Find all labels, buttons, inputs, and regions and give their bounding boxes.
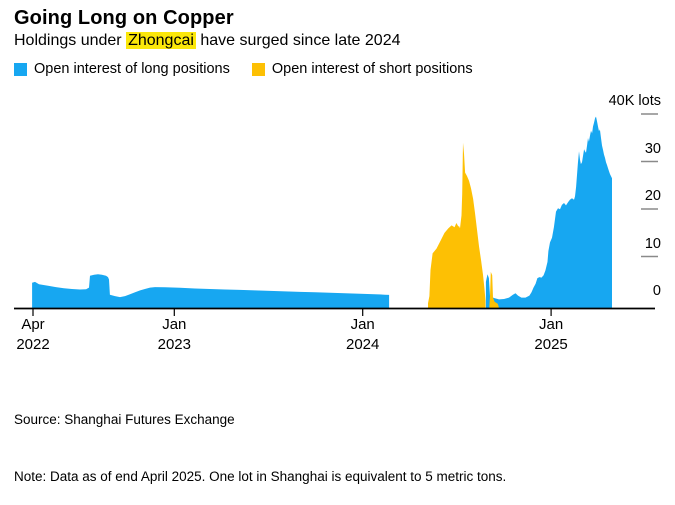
- y-axis-label-0: 0: [652, 283, 661, 299]
- footer: Source: Shanghai Futures Exchange Note: …: [14, 372, 506, 505]
- chart-canvas: [14, 113, 658, 316]
- note-line: Note: Data as of end April 2025. One lot…: [14, 469, 507, 484]
- subtitle-highlight: Zhongcai: [126, 32, 196, 49]
- legend-label-long: Open interest of long positions: [34, 61, 230, 77]
- chart-page: { "header": { "title": "Going Long on Co…: [14, 7, 661, 484]
- legend-item-long: Open interest of long positions: [14, 61, 230, 77]
- area-short-segment-0: [428, 142, 486, 308]
- legend-item-short: Open interest of short positions: [251, 61, 473, 77]
- x-axis-label-jan-2024: Jan 2024: [346, 316, 380, 353]
- area-short-segment-1: [489, 271, 499, 308]
- short-positions-swatch-icon: [251, 62, 265, 76]
- page-title: Going Long on Copper: [14, 7, 234, 29]
- y-axis-label-40k-lots: 40K lots: [608, 93, 661, 109]
- y-axis-label-30: 30: [644, 140, 661, 157]
- x-axis-label-apr-2022: Apr 2022: [16, 316, 50, 353]
- y-axis-label-20: 20: [644, 188, 661, 204]
- x-axis-label-jan-2023: Jan 2023: [157, 316, 191, 353]
- subtitle-prefix: Holdings under: [14, 32, 127, 49]
- source-line: Source: Shanghai Futures Exchange: [14, 412, 235, 427]
- area-long-segment-1: [485, 116, 612, 308]
- subtitle-suffix: have surged since late 2024: [195, 32, 401, 49]
- long-positions-swatch-icon: [14, 62, 27, 76]
- legend: Open interest of long positions Open int…: [14, 61, 473, 77]
- x-axis-label-jan-2025: Jan 2025: [534, 316, 568, 353]
- y-axis-label-10: 10: [644, 235, 661, 252]
- area-long-segment-0: [32, 274, 390, 308]
- chart-subtitle: Holdings under Zhongcai have surged sinc…: [14, 32, 401, 50]
- legend-label-short: Open interest of short positions: [271, 61, 473, 77]
